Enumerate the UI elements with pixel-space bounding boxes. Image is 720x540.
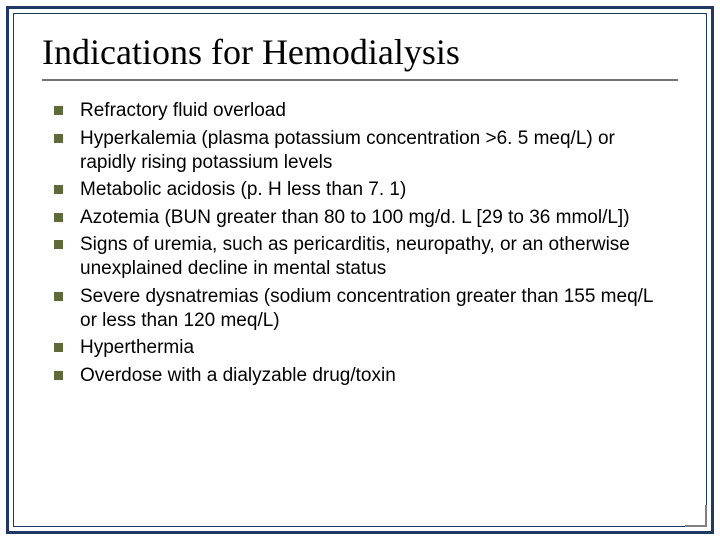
slide: Indications for Hemodialysis Refractory … [0,0,720,540]
corner-accent-icon [685,505,707,527]
list-item: Hyperkalemia (plasma potassium concentra… [48,127,672,176]
list-item: Signs of uremia, such as pericarditis, n… [48,233,672,282]
list-item: Hyperthermia [48,336,672,360]
list-item: Metabolic acidosis (p. H less than 7. 1) [48,178,672,202]
slide-title: Indications for Hemodialysis [42,32,678,73]
content-frame: Indications for Hemodialysis Refractory … [13,13,707,527]
list-item: Refractory fluid overload [48,99,672,123]
list-item: Azotemia (BUN greater than 80 to 100 mg/… [48,206,672,230]
bullet-list: Refractory fluid overload Hyperkalemia (… [42,99,678,387]
list-item: Overdose with a dialyzable drug/toxin [48,364,672,388]
list-item: Severe dysnatremias (sodium concentratio… [48,285,672,334]
title-underline [42,79,678,81]
